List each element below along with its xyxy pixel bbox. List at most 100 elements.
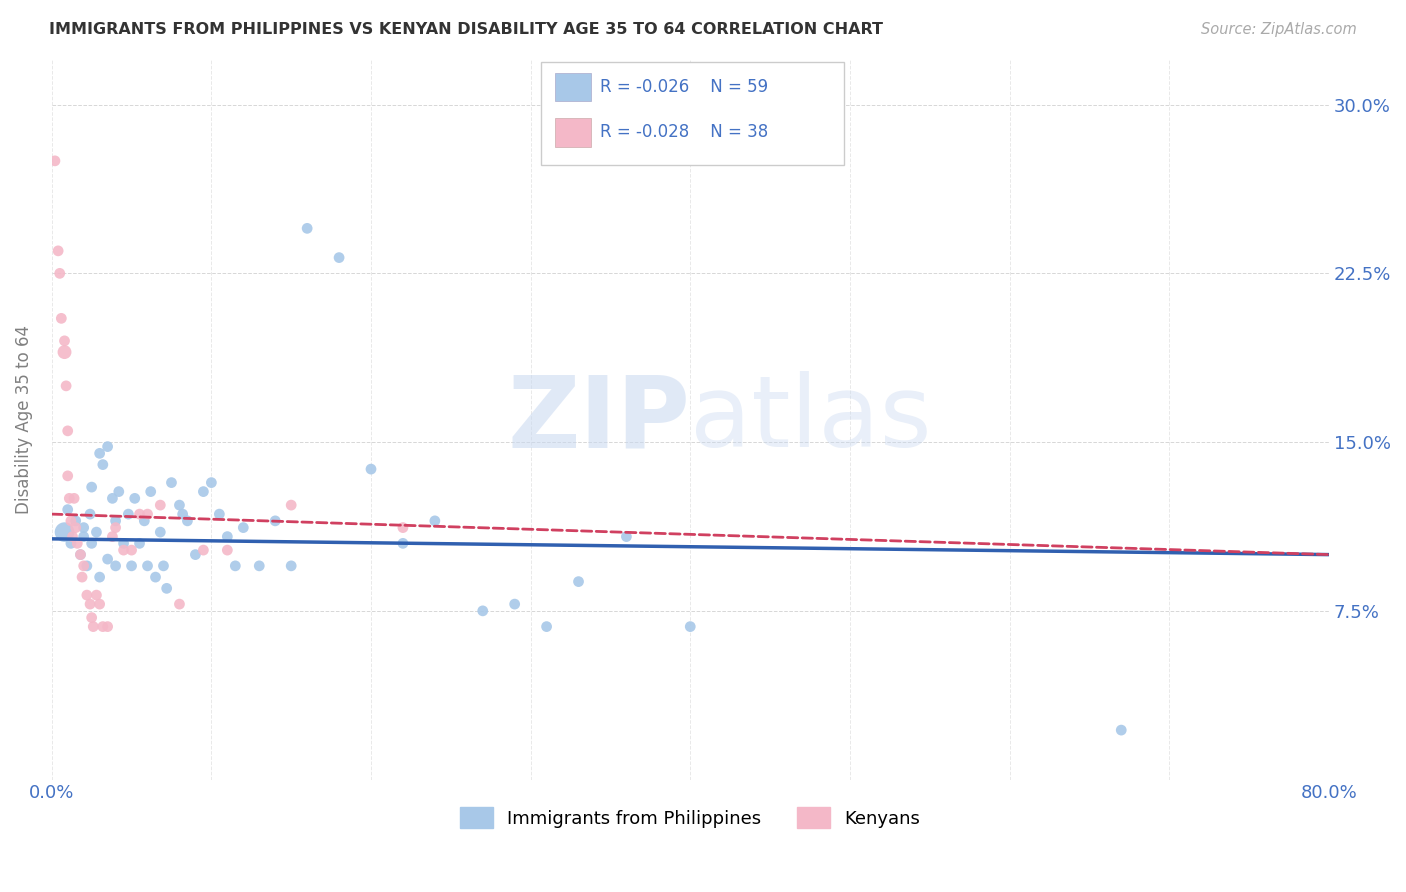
Point [97, 440, 120, 454]
Point [360, 462, 382, 476]
Point [65, 520, 87, 534]
Point [89, 446, 111, 460]
Point [73, 520, 96, 534]
Text: atlas: atlas [690, 371, 932, 468]
Point [101, 530, 124, 544]
Point [104, 520, 127, 534]
Point [280, 498, 302, 512]
Point [224, 558, 246, 573]
Point [121, 558, 143, 573]
Point [80, 536, 103, 550]
Point [217, 543, 239, 558]
Point [295, 221, 318, 235]
Point [76, 558, 98, 573]
Point [73, 530, 96, 544]
Point [73, 558, 96, 573]
Text: Source: ZipAtlas.com: Source: ZipAtlas.com [1201, 22, 1357, 37]
Point [423, 514, 446, 528]
Point [193, 484, 215, 499]
Point [53, 525, 76, 540]
Point [58, 491, 80, 506]
Point [69, 548, 91, 562]
Text: IMMIGRANTS FROM PHILIPPINES VS KENYAN DISABILITY AGE 35 TO 64 CORRELATION CHART: IMMIGRANTS FROM PHILIPPINES VS KENYAN DI… [49, 22, 883, 37]
Point [169, 597, 191, 611]
Point [152, 558, 174, 573]
Point [66, 536, 89, 550]
Point [567, 574, 589, 589]
Point [56, 502, 79, 516]
Point [55, 379, 77, 393]
Point [156, 582, 179, 596]
Point [536, 619, 558, 633]
Point [128, 507, 150, 521]
Point [63, 491, 86, 506]
Point [616, 530, 638, 544]
Text: ZIP: ZIP [508, 371, 690, 468]
Point [44, 153, 66, 168]
Point [471, 604, 494, 618]
Point [176, 514, 198, 528]
Point [117, 507, 139, 521]
Point [172, 507, 194, 521]
Point [65, 514, 87, 528]
Point [160, 475, 183, 490]
Text: R = -0.028    N = 38: R = -0.028 N = 38 [600, 123, 769, 141]
Point [80, 610, 103, 624]
Point [91, 458, 114, 472]
Point [79, 597, 101, 611]
Point [503, 597, 526, 611]
Point [128, 536, 150, 550]
Point [184, 548, 207, 562]
Point [107, 484, 129, 499]
Point [80, 480, 103, 494]
Point [136, 507, 159, 521]
Point [46, 244, 69, 258]
Point [76, 588, 98, 602]
Point [53, 345, 76, 359]
Point [193, 543, 215, 558]
Point [169, 498, 191, 512]
Point [134, 514, 156, 528]
Point [149, 498, 172, 512]
Point [70, 570, 93, 584]
Point [392, 536, 415, 550]
Point [59, 514, 82, 528]
Point [232, 520, 254, 534]
Point [48, 266, 70, 280]
Point [328, 251, 350, 265]
Point [145, 570, 167, 584]
Point [97, 552, 120, 566]
Point [149, 525, 172, 540]
Point [82, 619, 104, 633]
Point [104, 558, 127, 573]
Point [136, 558, 159, 573]
Point [392, 520, 415, 534]
Point [89, 570, 111, 584]
Point [69, 548, 91, 562]
Point [86, 525, 108, 540]
Point [79, 507, 101, 521]
Point [139, 484, 162, 499]
Point [97, 619, 120, 633]
Point [121, 543, 143, 558]
Point [112, 543, 135, 558]
Point [101, 491, 124, 506]
Point [280, 558, 302, 573]
Point [1109, 723, 1132, 738]
Point [51, 311, 73, 326]
Point [89, 597, 111, 611]
Y-axis label: Disability Age 35 to 64: Disability Age 35 to 64 [15, 325, 32, 514]
Point [217, 530, 239, 544]
Point [56, 424, 79, 438]
Point [62, 530, 84, 544]
Text: R = -0.026    N = 59: R = -0.026 N = 59 [600, 78, 769, 96]
Point [247, 558, 270, 573]
Point [200, 475, 222, 490]
Point [91, 619, 114, 633]
Legend: Immigrants from Philippines, Kenyans: Immigrants from Philippines, Kenyans [453, 800, 928, 836]
Point [53, 334, 76, 348]
Point [104, 514, 127, 528]
Point [264, 514, 287, 528]
Point [112, 536, 135, 550]
Point [59, 536, 82, 550]
